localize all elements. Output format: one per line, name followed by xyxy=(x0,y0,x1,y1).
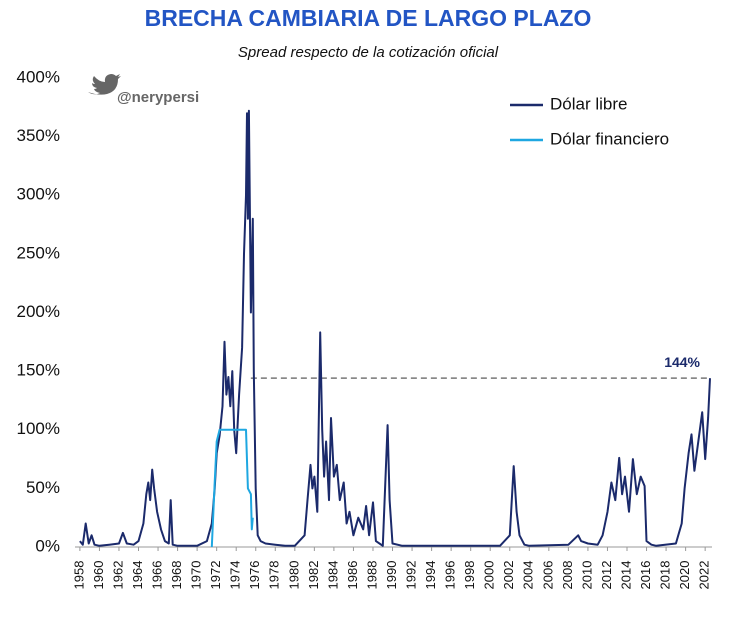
series-line xyxy=(210,428,254,548)
x-tick-label: 1968 xyxy=(169,561,184,590)
x-tick-label: 1962 xyxy=(110,561,125,590)
y-tick-label: 0% xyxy=(35,536,60,555)
x-tick-label: 2018 xyxy=(658,561,673,590)
x-tick-label: 2020 xyxy=(677,561,692,590)
x-tick-label: 1978 xyxy=(267,561,282,590)
x-tick-label: 1958 xyxy=(71,561,86,590)
y-tick-label: 300% xyxy=(17,185,60,204)
x-tick-label: 1994 xyxy=(423,561,438,590)
x-tick-label: 2002 xyxy=(501,561,516,590)
y-tick-label: 100% xyxy=(17,419,60,438)
x-tick-label: 2008 xyxy=(560,561,575,590)
x-tick-label: 1988 xyxy=(364,561,379,590)
x-tick-label: 2000 xyxy=(482,561,497,590)
x-tick-label: 1984 xyxy=(325,561,340,590)
chart-title: BRECHA CAMBIARIA DE LARGO PLAZO xyxy=(145,5,592,31)
x-tick-label: 1974 xyxy=(228,561,243,590)
x-tick-label: 2004 xyxy=(521,561,536,590)
y-tick-label: 350% xyxy=(17,126,60,145)
x-tick-label: 1960 xyxy=(91,561,106,590)
x-tick-label: 2012 xyxy=(599,561,614,590)
x-tick-label: 1976 xyxy=(247,561,262,590)
x-tick-label: 1966 xyxy=(149,561,164,590)
series-line xyxy=(79,109,711,547)
x-tick-label: 2014 xyxy=(618,561,633,590)
y-tick-label: 400% xyxy=(17,67,60,86)
legend-label: Dólar financiero xyxy=(550,129,669,148)
x-tick-label: 2010 xyxy=(579,561,594,590)
x-tick-label: 1980 xyxy=(286,561,301,590)
y-tick-label: 250% xyxy=(17,243,60,262)
y-tick-label: 150% xyxy=(17,361,60,380)
x-tick-label: 2022 xyxy=(697,561,712,590)
x-tick-label: 1982 xyxy=(306,561,321,590)
chart-subtitle: Spread respecto de la cotización oficial xyxy=(238,44,499,61)
reference-label: 144% xyxy=(664,354,700,370)
x-tick-label: 2016 xyxy=(638,561,653,590)
x-tick-label: 1992 xyxy=(404,561,419,590)
x-tick-label: 1998 xyxy=(462,561,477,590)
x-tick-label: 2006 xyxy=(540,561,555,590)
legend-label: Dólar libre xyxy=(550,94,627,113)
watermark: @nerypersi xyxy=(117,89,199,106)
x-tick-label: 1990 xyxy=(384,561,399,590)
x-tick-label: 1996 xyxy=(443,561,458,590)
twitter-icon xyxy=(88,74,121,95)
y-tick-label: 50% xyxy=(26,478,60,497)
x-tick-label: 1964 xyxy=(130,561,145,590)
x-tick-label: 1972 xyxy=(208,561,223,590)
x-tick-label: 1986 xyxy=(345,561,360,590)
y-tick-label: 200% xyxy=(17,302,60,321)
x-tick-label: 1970 xyxy=(189,561,204,590)
